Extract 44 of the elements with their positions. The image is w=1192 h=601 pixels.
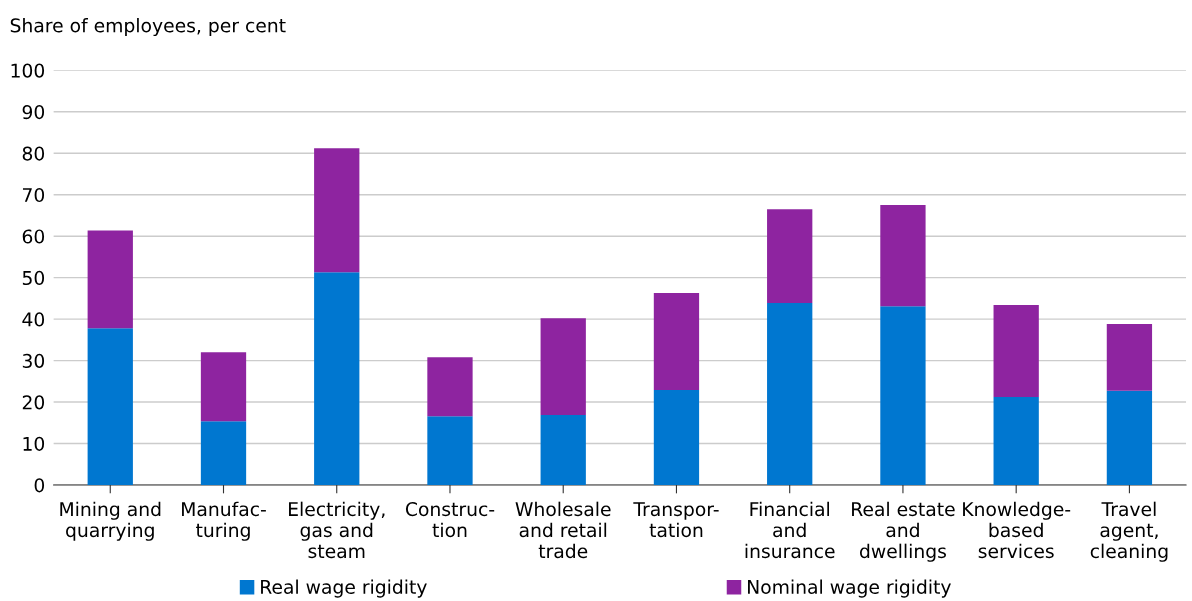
y-tick-label: 0 — [34, 478, 45, 493]
bar — [200, 352, 247, 422]
bar — [540, 414, 586, 486]
x-tick-label: Knowledge- based services — [963, 501, 1071, 559]
bar — [427, 416, 473, 486]
bar — [653, 390, 700, 486]
x-tick-label: Manufac- turing — [182, 501, 266, 541]
bar — [767, 209, 813, 303]
x-tick-label: Real estate and dwellings — [852, 501, 955, 562]
y-tick-label: 90 — [22, 104, 45, 120]
x-tick-label: Mining and quarrying — [60, 501, 161, 541]
bar — [993, 397, 1039, 486]
y-tick-label: 80 — [22, 146, 45, 161]
bar — [653, 293, 700, 391]
x-tick-label: Travel agent, cleaning — [1090, 501, 1168, 562]
x-tick-label: Wholesale and retail trade — [515, 501, 611, 559]
y-tick-label: 70 — [22, 187, 45, 203]
bar — [880, 205, 926, 307]
bar — [880, 306, 926, 486]
x-tick-label: Construc- tion — [405, 502, 495, 538]
legend-label: Real wage rigidity — [261, 579, 427, 598]
bar — [767, 302, 813, 486]
bar — [200, 421, 247, 486]
y-tick-label: 60 — [22, 229, 45, 244]
bar — [540, 318, 586, 415]
x-tick-label: Financial and insurance — [745, 501, 835, 559]
bar — [87, 328, 133, 486]
legend-label: Nominal wage rigidity — [748, 579, 951, 598]
x-tick-label: Electricity, gas and steam — [289, 501, 385, 559]
y-axis-title: Share of employees, per cent — [10, 17, 286, 37]
y-tick-label: 40 — [22, 312, 45, 327]
bar — [427, 357, 473, 417]
bar — [993, 305, 1039, 398]
y-tick-label: 100 — [11, 63, 45, 78]
y-tick-label: 50 — [22, 270, 45, 286]
bar — [314, 148, 360, 273]
bar — [87, 230, 133, 329]
bar — [1106, 390, 1153, 486]
x-tick-label: Transpor- tation — [633, 502, 719, 538]
bar — [1106, 324, 1153, 391]
y-tick-label: 10 — [23, 436, 45, 451]
bar — [314, 272, 360, 486]
y-tick-label: 20 — [22, 395, 45, 410]
y-tick-label: 30 — [22, 353, 45, 368]
